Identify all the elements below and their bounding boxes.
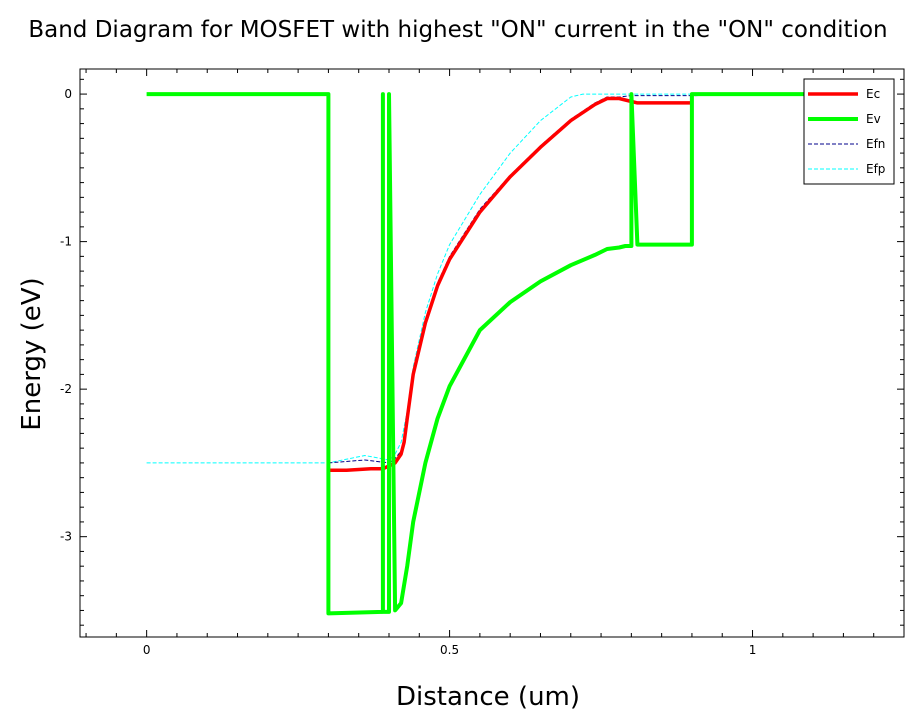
x-tick-label: 1 [749,643,757,657]
legend-label-efp: Efp [866,162,885,176]
series-line-ev [146,92,814,616]
y-axis-title: Energy (eV) [17,277,47,430]
x-tick-label: 0.5 [440,643,459,657]
series-line-efp [146,93,814,464]
x-axis-title: Distance (um) [396,682,580,712]
series-line-efn [328,93,814,464]
legend-label-ec: Ec [866,87,880,101]
legend-label-ev: Ev [866,112,881,126]
y-tick-label: 0 [64,87,72,101]
legend-label-efn: Efn [866,137,885,151]
y-tick-label: -1 [60,235,72,249]
legend-box [803,78,895,185]
chart-title: Band Diagram for MOSFET with highest "ON… [28,17,887,43]
x-tick-label: 0 [143,643,151,657]
series-line-ec [328,96,692,473]
y-tick-label: -3 [60,530,72,544]
plot-frame [79,68,905,638]
y-tick-label: -2 [60,382,72,396]
plot-area: 0 0.5 1 0 -1 -2 -3 Ec Ev Efn Efp [60,68,905,657]
